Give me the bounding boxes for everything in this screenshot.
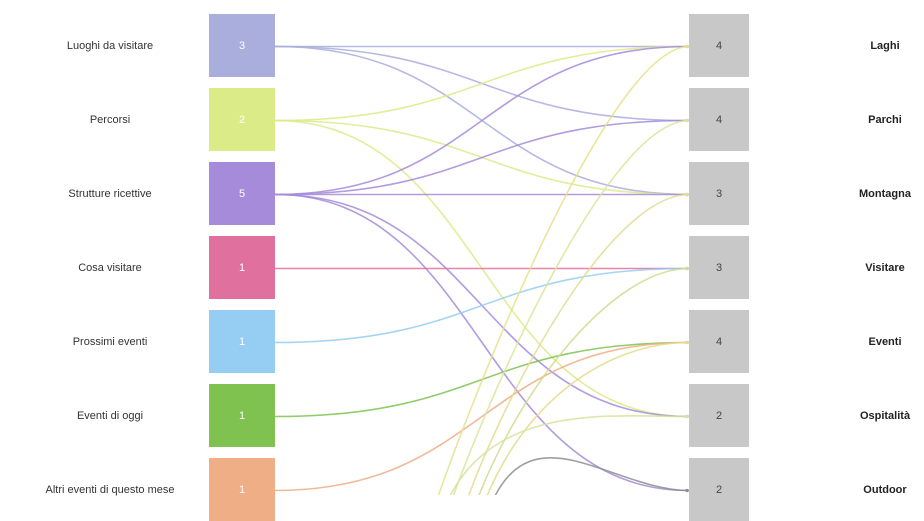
flow-link <box>468 193 690 495</box>
source-label-0: Luoghi da visitare <box>66 39 154 52</box>
source-node-2[interactable]: 5 <box>209 162 275 225</box>
link-end-dot <box>685 192 689 197</box>
source-node-1[interactable]: 2 <box>209 88 275 151</box>
source-node-0[interactable]: 3 <box>209 14 275 77</box>
link-end-dot <box>685 118 689 123</box>
target-count-6: 2 <box>715 483 723 496</box>
target-count-4: 4 <box>715 335 723 348</box>
source-label-3: Cosa visitare <box>78 261 142 274</box>
flow-link <box>274 341 690 492</box>
target-node-3[interactable]: 3 <box>689 236 749 299</box>
link-layer <box>274 44 690 495</box>
flow-link <box>274 193 690 492</box>
flow-link <box>274 119 690 196</box>
flow-link <box>437 45 690 495</box>
link-end-dot <box>685 266 689 271</box>
target-label-4: Eventi <box>868 335 902 348</box>
source-label-2: Strutture ricettive <box>68 187 152 200</box>
source-node-6[interactable]: 1 <box>209 458 275 521</box>
flow-link <box>274 45 690 196</box>
target-label-0: Laghi <box>870 39 900 52</box>
link-end-dot <box>685 414 689 419</box>
target-label-6: Outdoor <box>863 483 907 496</box>
flow-link <box>494 457 690 495</box>
target-count-1: 4 <box>715 113 723 126</box>
target-label-1: Parchi <box>868 113 902 126</box>
source-count-3: 1 <box>238 261 246 274</box>
target-node-0[interactable]: 4 <box>689 14 749 77</box>
target-label-2: Montagna <box>859 187 911 200</box>
source-node-5[interactable]: 1 <box>209 384 275 447</box>
target-node-2[interactable]: 3 <box>689 162 749 225</box>
link-end-dot <box>685 340 689 345</box>
target-label-3: Visitare <box>865 261 905 274</box>
source-count-5: 1 <box>238 409 246 422</box>
link-end-dot <box>685 488 689 493</box>
target-count-3: 3 <box>715 261 723 274</box>
source-node-4[interactable]: 1 <box>209 310 275 373</box>
target-node-1[interactable]: 4 <box>689 88 749 151</box>
target-node-6[interactable]: 2 <box>689 458 749 521</box>
source-count-0: 3 <box>238 39 246 52</box>
flow-link <box>274 267 690 344</box>
target-count-0: 4 <box>715 39 723 52</box>
link-end-dot <box>685 44 689 49</box>
source-count-1: 2 <box>238 113 246 126</box>
target-label-5: Ospitalità <box>859 409 911 422</box>
source-count-4: 1 <box>238 335 246 348</box>
target-count-5: 2 <box>715 409 723 422</box>
flow-link <box>452 119 690 495</box>
source-label-1: Percorsi <box>89 113 131 126</box>
source-label-4: Prossimi eventi <box>72 335 148 348</box>
source-label-5: Eventi di oggi <box>76 409 144 422</box>
target-node-5[interactable]: 2 <box>689 384 749 447</box>
source-node-3[interactable]: 1 <box>209 236 275 299</box>
flow-link <box>274 45 690 122</box>
target-count-2: 3 <box>715 187 723 200</box>
flow-link <box>486 341 690 495</box>
flow-link <box>478 267 690 495</box>
target-node-4[interactable]: 4 <box>689 310 749 373</box>
source-count-6: 1 <box>238 483 246 496</box>
flow-link <box>449 414 690 495</box>
source-count-2: 5 <box>238 187 246 200</box>
flow-diagram: Luoghi da visitare Percorsi Strutture ri… <box>45 14 911 521</box>
source-label-6: Altri eventi di questo mese <box>45 483 175 496</box>
